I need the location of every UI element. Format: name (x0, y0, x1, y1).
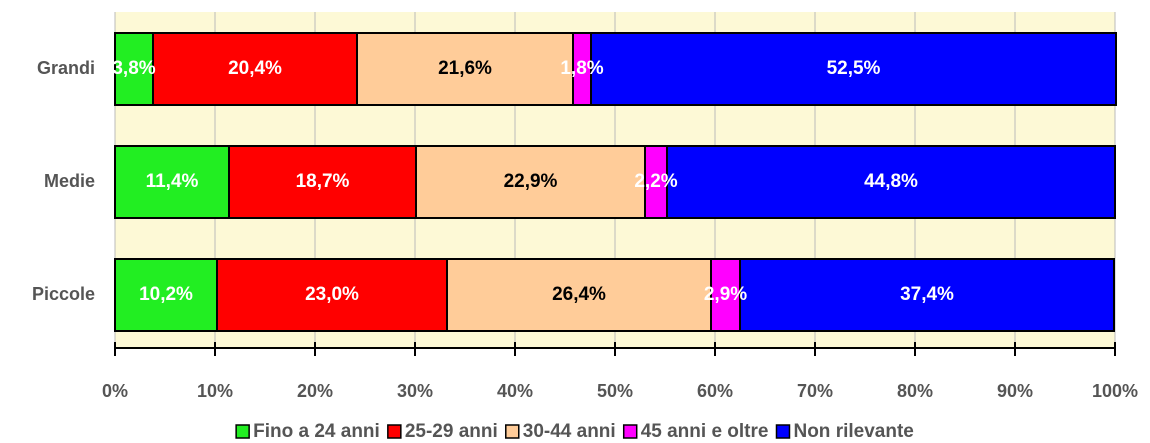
data-label: 26,4% (552, 284, 606, 305)
data-label: 18,7% (296, 171, 350, 192)
legend-swatch (622, 424, 638, 439)
bar-segment (356, 32, 574, 106)
x-tick-label: 20% (297, 381, 333, 401)
category-label: Grandi (37, 58, 95, 78)
data-label: 2,2% (634, 171, 677, 192)
legend-label: 45 anni e oltre (641, 421, 769, 442)
bar-segment (114, 32, 154, 106)
data-label: 22,9% (504, 171, 558, 192)
bar-segment (710, 258, 741, 332)
bar-segment (739, 258, 1115, 332)
x-tick-label: 30% (397, 381, 433, 401)
bar-segment (228, 145, 417, 219)
legend-label: Non rilevante (793, 421, 913, 442)
category-label: Medie (44, 171, 95, 191)
legend-label: 25-29 anni (405, 421, 498, 442)
data-label: 21,6% (438, 58, 492, 79)
x-tick-label: 90% (997, 381, 1033, 401)
data-label: 10,2% (139, 284, 193, 305)
data-label: 1,8% (560, 58, 603, 79)
legend-label: Fino a 24 anni (253, 421, 380, 442)
bar-segment (152, 32, 358, 106)
data-label: 44,8% (864, 171, 918, 192)
bar-segment (114, 145, 230, 219)
x-tick-label: 60% (697, 381, 733, 401)
legend-swatch (387, 424, 402, 439)
legend-swatch (235, 424, 250, 439)
bar-segment (446, 258, 712, 332)
data-label: 20,4% (228, 58, 282, 79)
x-tick-label: 40% (497, 381, 533, 401)
data-label: 23,0% (305, 284, 359, 305)
x-tick-label: 0% (102, 381, 128, 401)
legend-swatch (775, 424, 791, 439)
bar-segment (590, 32, 1117, 106)
bar-segment (666, 145, 1116, 219)
x-tick-label: 70% (797, 381, 833, 401)
x-tick-label: 80% (897, 381, 933, 401)
data-label: 3,8% (112, 58, 155, 79)
legend-label: 30-44 anni (523, 421, 616, 442)
bar-segment (415, 145, 646, 219)
x-tick-label: 10% (197, 381, 233, 401)
data-label: 37,4% (900, 284, 954, 305)
x-tick-label: 50% (597, 381, 633, 401)
data-label: 2,9% (704, 284, 747, 305)
category-label: Piccole (32, 284, 95, 304)
data-label: 52,5% (827, 58, 881, 79)
data-label: 11,4% (146, 171, 199, 192)
x-tick-label: 100% (1092, 381, 1138, 401)
legend-swatch (505, 424, 520, 439)
